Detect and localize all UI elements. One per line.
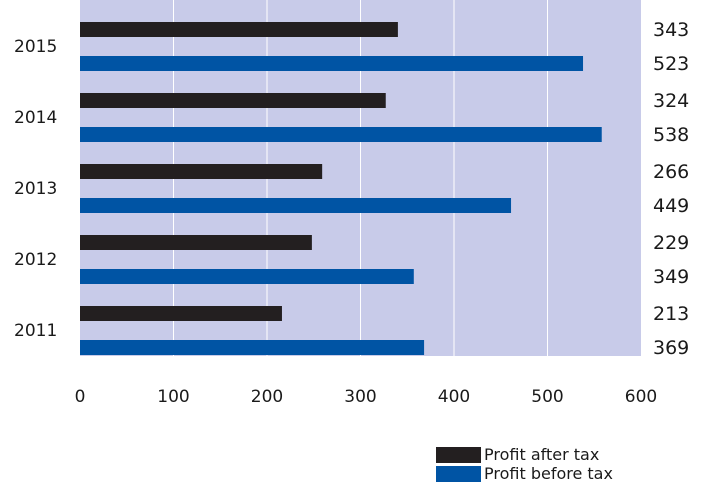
legend: Profit after tax Profit before tax [436, 445, 613, 483]
x-tick-label: 200 [251, 387, 283, 407]
bar [80, 164, 323, 179]
legend-item-after-tax: Profit after tax [436, 445, 613, 464]
data-label: 369 [653, 337, 689, 359]
data-label: 349 [653, 266, 689, 288]
category-label: 2013 [14, 179, 57, 199]
x-tick-label: 400 [438, 387, 470, 407]
bar [80, 22, 398, 37]
bar [80, 56, 584, 71]
bar [80, 127, 602, 142]
data-label: 523 [653, 53, 689, 75]
legend-swatch-before-tax [436, 465, 481, 482]
bar [80, 198, 512, 213]
data-label: 266 [653, 161, 689, 183]
x-tick-label: 0 [75, 387, 86, 407]
legend-label-before-tax: Profit before tax [484, 464, 613, 483]
x-tick-label: 100 [157, 387, 189, 407]
data-label: 343 [653, 19, 689, 41]
bar [80, 235, 312, 250]
x-tick-label: 600 [625, 387, 657, 407]
data-label: 449 [653, 195, 689, 217]
x-tick-label: 300 [344, 387, 376, 407]
legend-item-before-tax: Profit before tax [436, 464, 613, 483]
bar [80, 269, 414, 284]
data-label: 213 [653, 303, 689, 325]
category-labels: 2015 2014 2013 2012 2011 [14, 37, 57, 341]
legend-swatch-after-tax [436, 446, 481, 463]
x-axis-ticks: 0 100 200 300 400 500 600 [75, 387, 658, 407]
category-label: 2011 [14, 321, 57, 341]
category-label: 2015 [14, 37, 57, 57]
bar [80, 306, 282, 321]
x-tick-label: 500 [531, 387, 563, 407]
bars [80, 22, 602, 355]
data-label: 324 [653, 90, 689, 112]
category-label: 2014 [14, 108, 57, 128]
bar [80, 93, 386, 108]
bar [80, 340, 425, 355]
category-label: 2012 [14, 250, 57, 270]
data-labels: 343 523 324 538 266 449 229 349 213 369 [653, 19, 689, 359]
data-label: 538 [653, 124, 689, 146]
legend-label-after-tax: Profit after tax [484, 445, 600, 464]
data-label: 229 [653, 232, 689, 254]
